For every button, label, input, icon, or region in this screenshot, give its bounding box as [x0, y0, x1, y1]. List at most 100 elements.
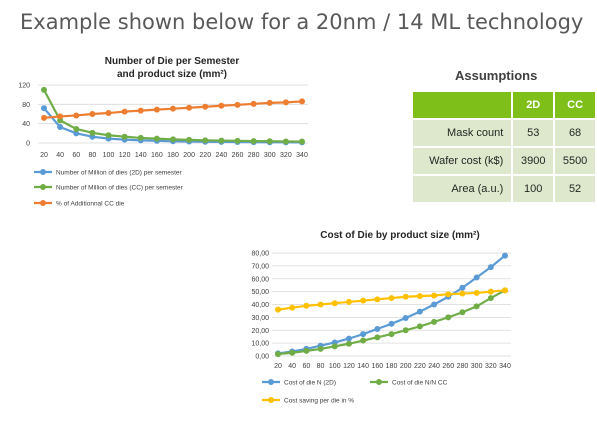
legend-marker	[376, 379, 382, 385]
row-value-cc: 68	[553, 118, 597, 148]
data-point	[266, 138, 273, 145]
data-point	[303, 347, 310, 354]
data-point	[282, 99, 289, 106]
row-value-cc: 5500	[553, 146, 597, 176]
data-point	[41, 86, 47, 93]
data-point	[289, 349, 296, 356]
data-point	[431, 301, 438, 308]
y-tick-label: 40	[22, 121, 30, 128]
data-point	[345, 335, 352, 342]
table-header-2d: 2D	[511, 90, 556, 120]
x-tick-label: 40	[56, 152, 64, 159]
data-point	[416, 308, 423, 315]
data-point	[137, 134, 144, 141]
y-tick-label: 20,00	[251, 328, 269, 335]
data-point	[487, 295, 494, 302]
data-point	[388, 331, 395, 338]
data-point	[374, 334, 381, 341]
data-point	[57, 113, 64, 120]
row-label: Area (a.u.)	[410, 174, 514, 204]
data-point	[459, 290, 466, 297]
x-tick-label: 20	[40, 152, 48, 159]
x-tick-label: 260	[232, 152, 244, 159]
data-point	[402, 315, 409, 322]
slide-title: Example shown below for a 20nm / 14 ML t…	[20, 10, 584, 34]
data-point	[317, 345, 324, 352]
x-tick-label: 60	[72, 152, 80, 159]
data-point	[137, 107, 144, 114]
data-point	[360, 337, 367, 344]
data-point	[73, 130, 80, 137]
x-tick-label: 80	[317, 363, 325, 370]
table-header-cc: CC	[553, 90, 597, 120]
y-tick-label: 60,00	[251, 276, 269, 283]
data-point	[41, 114, 47, 121]
data-point	[303, 302, 310, 309]
y-tick-label: 10,00	[251, 341, 269, 348]
y-tick-label: 40,00	[251, 302, 269, 309]
data-point	[218, 137, 225, 144]
x-tick-label: 60	[302, 363, 310, 370]
y-tick-label: 0	[26, 141, 30, 148]
data-point	[360, 331, 367, 338]
data-point	[416, 293, 423, 300]
chart-1: Number of Die per Semester and product si…	[18, 56, 308, 208]
chart-subtitle: and product size (mm²)	[117, 69, 227, 80]
x-tick-label: 100	[329, 363, 341, 370]
x-tick-label: 200	[183, 152, 195, 159]
data-point	[502, 287, 508, 294]
data-point	[89, 129, 96, 136]
legend-marker	[40, 169, 46, 175]
row-value-2d: 3900	[511, 146, 556, 176]
x-tick-label: 160	[151, 152, 163, 159]
y-tick-label: 30,00	[251, 315, 269, 322]
x-tick-label: 180	[167, 152, 179, 159]
data-point	[250, 138, 257, 145]
table-header-row: 2D CC	[410, 90, 597, 120]
data-point	[473, 303, 480, 310]
data-point	[275, 306, 281, 313]
y-tick-label: 80	[22, 102, 30, 109]
x-tick-label: 320	[280, 152, 292, 159]
x-tick-label: 120	[343, 363, 355, 370]
data-point	[153, 135, 160, 142]
data-point	[289, 304, 296, 311]
table-row: Area (a.u.) 100 52	[410, 174, 597, 204]
x-tick-label: 320	[485, 363, 497, 370]
data-point	[299, 138, 305, 145]
data-point	[416, 323, 423, 330]
x-tick-label: 160	[371, 363, 383, 370]
legend-marker	[268, 397, 274, 403]
data-point	[374, 296, 381, 303]
legend-marker	[268, 379, 274, 385]
chart-title: Cost of Die by product size (mm²)	[320, 230, 479, 241]
data-point	[331, 343, 338, 350]
x-tick-label: 220	[199, 152, 211, 159]
legend-marker	[40, 200, 46, 206]
y-tick-label: 70,00	[251, 263, 269, 270]
legend-label: Number of Million of dies (CC) per semes…	[56, 185, 184, 192]
data-point	[202, 103, 209, 110]
x-tick-label: 140	[357, 363, 369, 370]
data-point	[299, 98, 305, 105]
x-tick-label: 80	[88, 152, 96, 159]
data-point	[473, 274, 480, 281]
table-header-blank	[410, 90, 514, 120]
chart-title: Number of Die per Semester	[105, 56, 240, 67]
x-tick-label: 280	[457, 363, 469, 370]
x-tick-label: 200	[400, 363, 412, 370]
x-tick-label: 220	[414, 363, 426, 370]
x-tick-label: 340	[499, 363, 511, 370]
data-point	[459, 309, 466, 316]
legend-marker	[40, 184, 46, 190]
data-point	[73, 112, 80, 119]
data-point	[186, 104, 193, 111]
data-point	[275, 351, 281, 358]
x-tick-label: 340	[296, 152, 308, 159]
y-tick-label: 0,00	[255, 354, 269, 361]
data-point	[502, 252, 508, 259]
data-point	[57, 124, 64, 131]
data-point	[388, 320, 395, 327]
data-point	[218, 102, 225, 109]
